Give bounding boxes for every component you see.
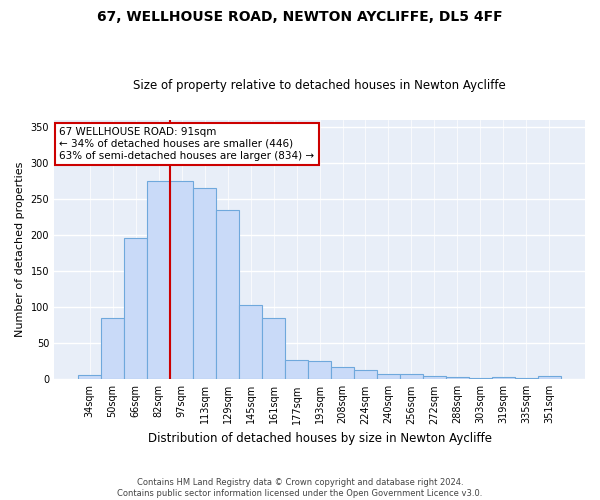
Bar — [124, 238, 147, 380]
Bar — [239, 305, 262, 380]
Bar — [469, 378, 492, 380]
Bar — [101, 318, 124, 380]
Bar — [216, 210, 239, 380]
Bar — [423, 376, 446, 380]
Title: Size of property relative to detached houses in Newton Aycliffe: Size of property relative to detached ho… — [133, 79, 506, 92]
Bar — [400, 374, 423, 380]
Bar — [78, 375, 101, 380]
Bar — [147, 181, 170, 380]
Text: 67, WELLHOUSE ROAD, NEWTON AYCLIFFE, DL5 4FF: 67, WELLHOUSE ROAD, NEWTON AYCLIFFE, DL5… — [97, 10, 503, 24]
Bar — [377, 374, 400, 380]
Bar — [515, 378, 538, 380]
Text: Contains HM Land Registry data © Crown copyright and database right 2024.
Contai: Contains HM Land Registry data © Crown c… — [118, 478, 482, 498]
Text: 67 WELLHOUSE ROAD: 91sqm
← 34% of detached houses are smaller (446)
63% of semi-: 67 WELLHOUSE ROAD: 91sqm ← 34% of detach… — [59, 128, 314, 160]
Bar — [538, 376, 561, 380]
Bar — [354, 370, 377, 380]
X-axis label: Distribution of detached houses by size in Newton Aycliffe: Distribution of detached houses by size … — [148, 432, 491, 445]
Bar — [285, 360, 308, 380]
Y-axis label: Number of detached properties: Number of detached properties — [15, 162, 25, 337]
Bar — [193, 188, 216, 380]
Bar — [308, 362, 331, 380]
Bar — [492, 377, 515, 380]
Bar — [262, 318, 285, 380]
Bar — [331, 367, 354, 380]
Bar — [170, 181, 193, 380]
Bar — [446, 377, 469, 380]
